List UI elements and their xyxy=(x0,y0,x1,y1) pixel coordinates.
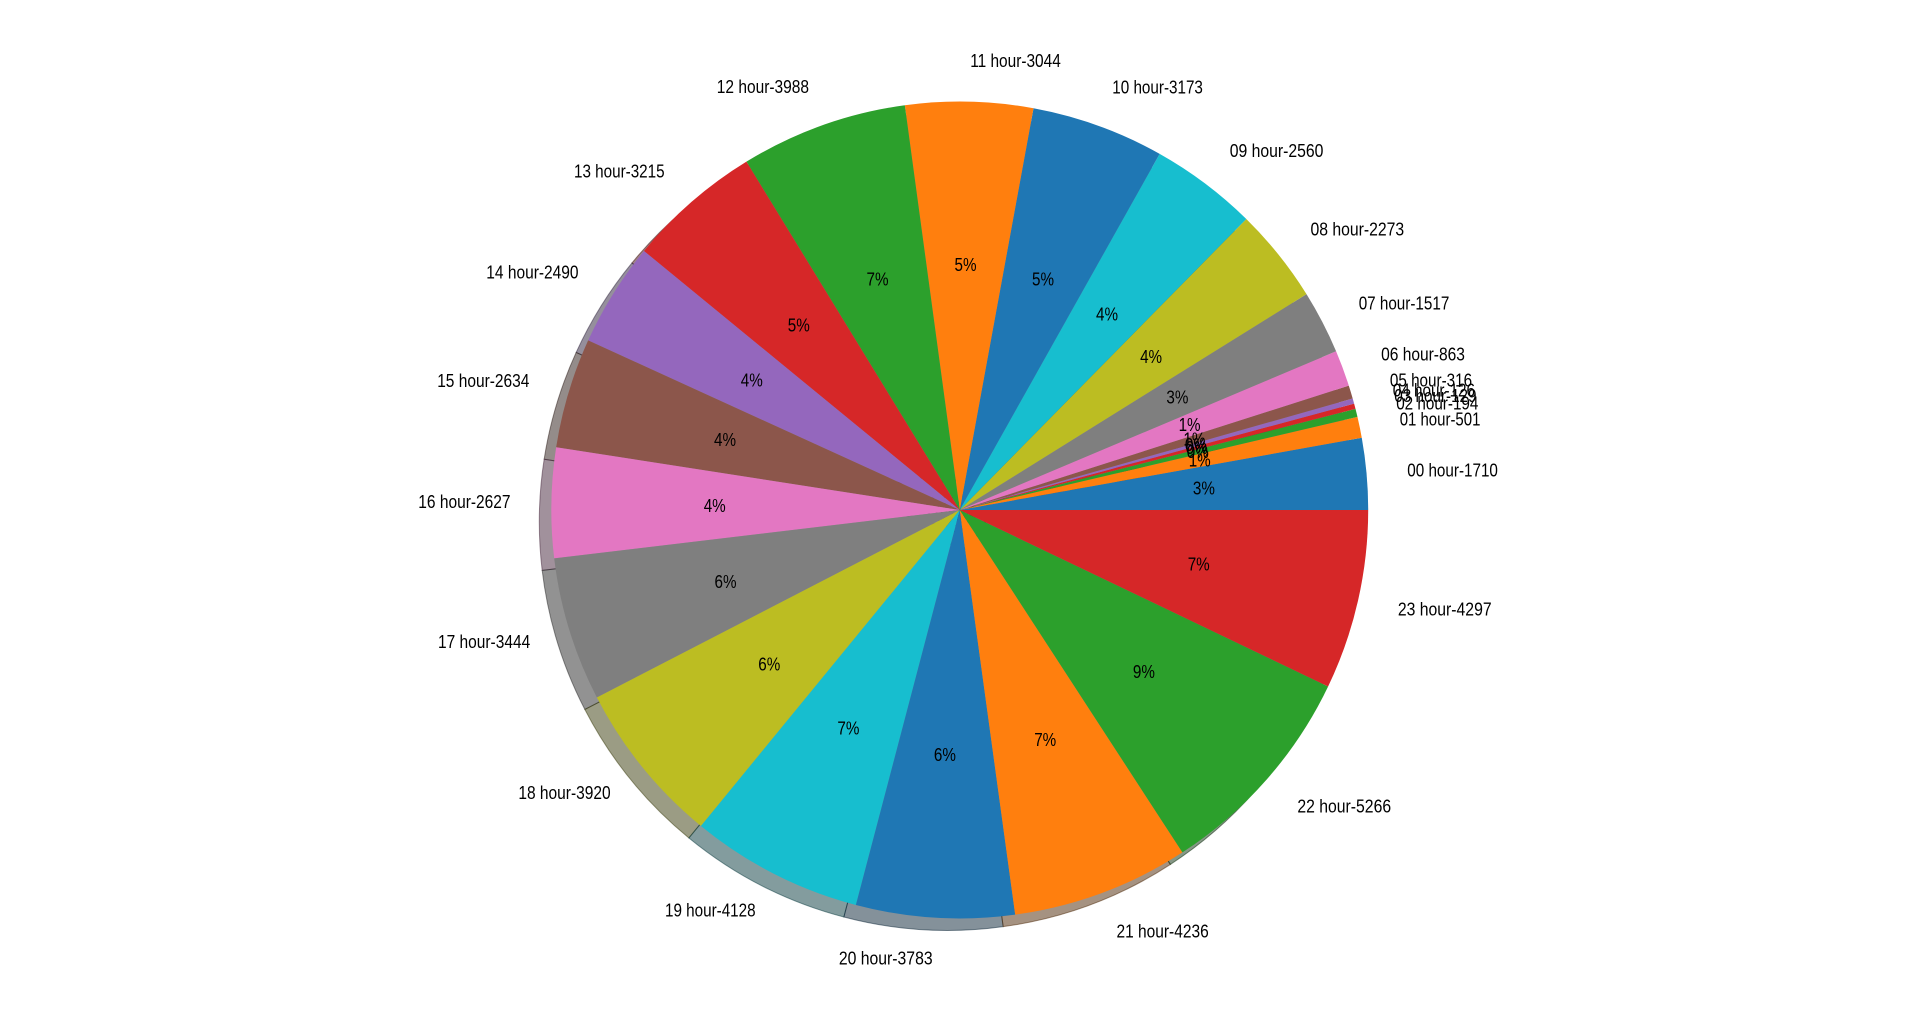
svg-text:7%: 7% xyxy=(867,269,889,289)
svg-text:4%: 4% xyxy=(741,371,763,391)
svg-text:7%: 7% xyxy=(1188,555,1210,575)
svg-text:5%: 5% xyxy=(1032,270,1054,290)
svg-text:22 hour-5266: 22 hour-5266 xyxy=(1297,797,1391,817)
svg-text:7%: 7% xyxy=(1034,730,1056,750)
svg-text:6%: 6% xyxy=(715,572,737,592)
svg-text:11 hour-3044: 11 hour-3044 xyxy=(970,51,1061,71)
svg-text:06 hour-863: 06 hour-863 xyxy=(1381,344,1465,364)
svg-text:09 hour-2560: 09 hour-2560 xyxy=(1230,141,1324,161)
svg-text:7%: 7% xyxy=(837,719,859,739)
svg-text:9%: 9% xyxy=(1133,662,1155,682)
svg-text:1%: 1% xyxy=(1189,451,1211,471)
svg-text:07 hour-1517: 07 hour-1517 xyxy=(1359,294,1450,314)
svg-text:16 hour-2627: 16 hour-2627 xyxy=(418,492,510,512)
svg-text:0%: 0% xyxy=(1185,435,1207,455)
svg-text:04 hour-126: 04 hour-126 xyxy=(1393,380,1475,400)
svg-text:1%: 1% xyxy=(1183,429,1205,449)
svg-text:23 hour-4297: 23 hour-4297 xyxy=(1398,600,1492,620)
svg-text:0%: 0% xyxy=(1187,442,1209,462)
svg-text:0%: 0% xyxy=(1186,438,1208,458)
svg-text:03 hour-129: 03 hour-129 xyxy=(1394,386,1476,406)
svg-text:13 hour-3215: 13 hour-3215 xyxy=(574,161,665,181)
svg-text:15 hour-2634: 15 hour-2634 xyxy=(437,371,529,391)
svg-text:14 hour-2490: 14 hour-2490 xyxy=(486,263,578,283)
svg-text:05 hour-316: 05 hour-316 xyxy=(1390,370,1472,390)
svg-text:4%: 4% xyxy=(704,496,726,516)
svg-text:01 hour-501: 01 hour-501 xyxy=(1400,409,1481,429)
svg-text:10 hour-3173: 10 hour-3173 xyxy=(1112,78,1203,98)
svg-text:12 hour-3988: 12 hour-3988 xyxy=(717,77,809,97)
svg-text:5%: 5% xyxy=(788,315,810,335)
svg-text:3%: 3% xyxy=(1193,478,1215,498)
svg-text:1%: 1% xyxy=(1179,415,1201,435)
svg-text:3%: 3% xyxy=(1166,388,1188,408)
svg-text:5%: 5% xyxy=(955,255,977,275)
svg-text:17 hour-3444: 17 hour-3444 xyxy=(438,632,530,652)
svg-text:4%: 4% xyxy=(1096,304,1118,324)
svg-text:02 hour-194: 02 hour-194 xyxy=(1396,393,1478,413)
svg-text:20 hour-3783: 20 hour-3783 xyxy=(839,949,933,969)
svg-text:18 hour-3920: 18 hour-3920 xyxy=(518,783,610,803)
svg-text:6%: 6% xyxy=(934,745,956,765)
svg-text:4%: 4% xyxy=(1140,347,1162,367)
svg-text:08 hour-2273: 08 hour-2273 xyxy=(1311,219,1405,239)
svg-text:6%: 6% xyxy=(758,654,780,674)
svg-text:00 hour-1710: 00 hour-1710 xyxy=(1407,460,1498,480)
svg-text:21 hour-4236: 21 hour-4236 xyxy=(1117,921,1209,941)
svg-text:19 hour-4128: 19 hour-4128 xyxy=(665,900,756,920)
svg-text:4%: 4% xyxy=(714,430,736,450)
